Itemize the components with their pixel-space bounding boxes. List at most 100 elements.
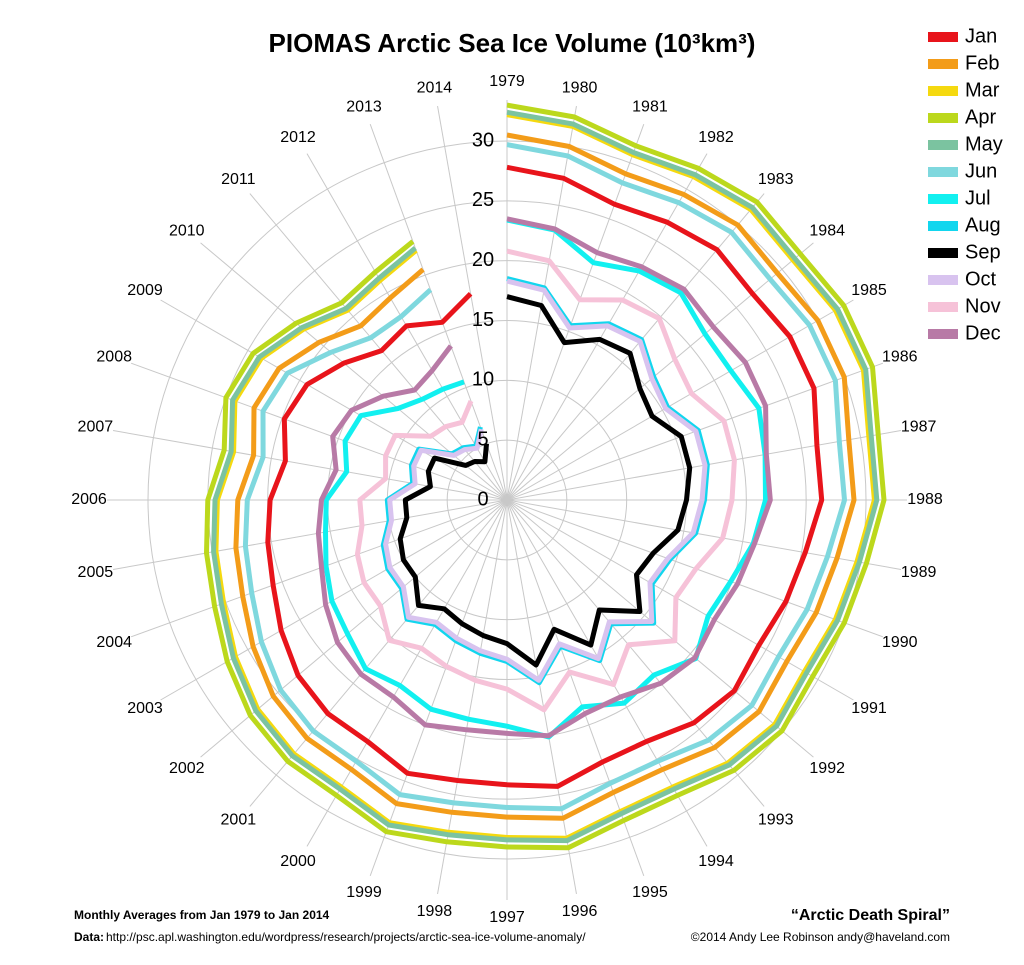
spoke: [130, 499, 508, 638]
legend-label: Jan: [965, 25, 997, 47]
spoke: [506, 242, 814, 501]
year-label: 1990: [882, 634, 918, 651]
legend-swatch: [928, 140, 958, 150]
spoke: [112, 499, 508, 570]
legend-label: Jun: [965, 160, 997, 182]
legend-swatch: [928, 113, 958, 123]
r-tick-label: 5: [477, 428, 488, 450]
legend-label: Oct: [965, 268, 997, 290]
year-label: 2002: [169, 760, 205, 777]
chart-title: PIOMAS Arctic Sea Ice Volume (10³km³): [269, 28, 756, 58]
year-label: 2005: [78, 564, 114, 581]
legend-swatch: [928, 167, 958, 177]
spoke: [369, 499, 508, 877]
legend-swatch: [928, 194, 958, 204]
r-tick-label: 25: [472, 189, 494, 211]
legend-label: Feb: [965, 52, 999, 74]
spoke: [200, 242, 508, 501]
spoke: [112, 430, 508, 501]
year-label: 1994: [698, 853, 734, 870]
spoke: [369, 123, 508, 501]
year-label: 1982: [698, 129, 734, 146]
grid-ring: [446, 439, 568, 561]
year-label: 2014: [417, 80, 453, 97]
legend-label: Mar: [965, 79, 1000, 101]
spoke: [437, 105, 508, 501]
year-label: 1988: [907, 491, 943, 508]
series-line: [383, 278, 708, 683]
year-label: 1985: [851, 282, 887, 299]
legend-swatch: [928, 32, 958, 42]
year-label: 1999: [346, 884, 382, 901]
year-label: 2007: [78, 419, 114, 436]
series-line: [211, 109, 880, 844]
year-label: 1996: [562, 903, 598, 920]
year-label: 2008: [96, 348, 132, 365]
legend-label: Apr: [965, 106, 996, 128]
spoke: [506, 499, 814, 758]
r-tick-label: 10: [472, 369, 494, 391]
year-label: 1986: [882, 348, 918, 365]
spoke: [506, 499, 854, 701]
series-line: [354, 248, 737, 713]
legend-label: Nov: [965, 295, 1001, 317]
spoke: [506, 299, 854, 501]
year-label: 2006: [71, 491, 107, 508]
series-line: [242, 142, 847, 812]
year-label: 2011: [221, 171, 256, 188]
legend-label: Jul: [965, 187, 991, 209]
legend-label: Aug: [965, 214, 1001, 236]
legend-label: Sep: [965, 241, 1001, 263]
spoke: [506, 123, 645, 501]
footnote: Monthly Averages from Jan 1979 to Jan 20…: [74, 908, 330, 922]
series-line: [397, 294, 693, 668]
grid-ring: [147, 140, 867, 860]
r-tick-label: 20: [472, 249, 494, 271]
year-label: 1980: [562, 80, 598, 97]
spoke: [160, 299, 508, 501]
spoke: [506, 193, 765, 501]
tagline: “Arctic Death Spiral”: [791, 907, 950, 924]
legend-swatch: [928, 86, 958, 96]
year-label: 1979: [489, 73, 525, 90]
year-label: 1983: [758, 171, 794, 188]
series-line: [233, 132, 857, 821]
r-tick-label: 0: [477, 488, 488, 510]
spoke: [506, 499, 765, 807]
legend-swatch: [928, 302, 958, 312]
year-label: 2004: [96, 634, 132, 651]
spoke: [506, 499, 577, 895]
r-tick-label: 15: [472, 309, 494, 331]
year-label: 1981: [632, 98, 668, 115]
year-label: 1995: [632, 884, 668, 901]
year-label: 2003: [127, 700, 163, 717]
series-line: [315, 216, 773, 739]
year-label: 2001: [221, 811, 257, 828]
legend-swatch: [928, 221, 958, 231]
r-tick-label: 30: [472, 129, 494, 151]
source-label: Data:: [74, 930, 104, 944]
legend-swatch: [928, 248, 958, 258]
year-label: 1987: [901, 419, 937, 436]
year-label: 2010: [169, 223, 205, 240]
series-line: [204, 102, 887, 851]
year-label: 1998: [417, 903, 453, 920]
year-label: 1993: [758, 811, 794, 828]
year-label: 2013: [346, 98, 382, 115]
credit: ©2014 Andy Lee Robinson andy@haveland.co…: [691, 930, 950, 944]
spoke: [130, 362, 508, 501]
legend-swatch: [928, 329, 958, 339]
series-line: [265, 164, 825, 789]
year-label: 1989: [901, 564, 937, 581]
year-label: 2009: [127, 282, 163, 299]
legend-label: Dec: [965, 322, 1001, 344]
year-label: 2012: [280, 129, 316, 146]
legend-label: May: [965, 133, 1003, 155]
spoke: [437, 499, 508, 895]
legend-swatch: [928, 275, 958, 285]
source-url: http://psc.apl.washington.edu/wordpress/…: [106, 930, 586, 944]
legend-swatch: [928, 59, 958, 69]
year-label: 1997: [489, 909, 525, 926]
year-label: 2000: [280, 853, 316, 870]
